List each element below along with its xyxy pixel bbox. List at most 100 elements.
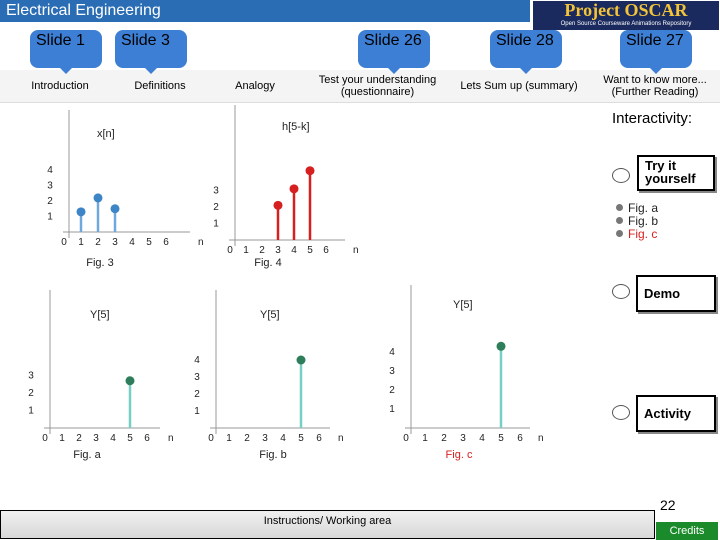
y-tick-label: 2 bbox=[213, 202, 219, 213]
y-tick-label: 4 bbox=[47, 165, 53, 176]
nav-link[interactable]: Analogy bbox=[235, 80, 275, 92]
stem-head bbox=[110, 204, 120, 214]
x-tick-label: 2 bbox=[95, 237, 101, 248]
nav-link[interactable]: Lets Sum up (summary) bbox=[460, 80, 578, 92]
nav-link[interactable]: Want to know more... (Further Reading) bbox=[603, 74, 707, 98]
x-tick-label: 4 bbox=[280, 433, 286, 444]
x-tick-label: 5 bbox=[298, 433, 304, 444]
figure-option[interactable]: Fig. a bbox=[615, 201, 659, 215]
logo-subtitle: Open Source Courseware Animations Reposi… bbox=[560, 21, 692, 27]
y-tick-label: 4 bbox=[389, 347, 395, 358]
stem-head bbox=[125, 376, 135, 386]
x-axis-label: n bbox=[538, 433, 544, 444]
nav-bar bbox=[0, 70, 720, 103]
x-tick-label: 3 bbox=[262, 433, 268, 444]
try-button-circle[interactable] bbox=[612, 168, 630, 183]
x-tick-label: 3 bbox=[93, 433, 99, 444]
figure-option[interactable]: Fig. b bbox=[615, 214, 659, 228]
x-tick-label: 0 bbox=[61, 237, 67, 248]
y-tick-label: 3 bbox=[28, 371, 34, 382]
x-tick-label: 2 bbox=[76, 433, 82, 444]
header-title: Electrical Engineering bbox=[0, 0, 530, 22]
slide-link[interactable]: Slide 28 bbox=[490, 30, 562, 74]
instructions-area: Instructions/ Working area bbox=[0, 510, 655, 539]
y-tick-label: 2 bbox=[389, 385, 395, 396]
nav-link[interactable]: Introduction bbox=[31, 80, 89, 92]
x-tick-label: 3 bbox=[275, 245, 281, 256]
x-tick-label: 3 bbox=[112, 237, 118, 248]
caption: Fig. c bbox=[446, 449, 473, 461]
x-tick-label: 0 bbox=[208, 433, 214, 444]
y-tick-label: 3 bbox=[47, 181, 53, 192]
y-tick-label: 1 bbox=[28, 406, 34, 417]
stem-head bbox=[296, 355, 306, 365]
x-axis-label: n bbox=[198, 237, 204, 248]
caption: Fig. 3 bbox=[86, 257, 114, 269]
credits-button[interactable]: Credits bbox=[656, 522, 718, 540]
y-tick-label: 3 bbox=[389, 366, 395, 377]
slide-link[interactable]: Slide 26 bbox=[358, 30, 430, 74]
x-tick-label: 4 bbox=[110, 433, 116, 444]
caption: Fig. b bbox=[259, 449, 287, 461]
nav-link[interactable]: Test your understanding (questionnaire) bbox=[318, 74, 437, 98]
y-tick-label: 4 bbox=[194, 355, 200, 366]
x-tick-label: 5 bbox=[307, 245, 313, 256]
y-tick-label: 2 bbox=[194, 389, 200, 400]
y-label: h[5-k] bbox=[282, 121, 310, 133]
x-tick-label: 3 bbox=[460, 433, 466, 444]
y-tick-label: 3 bbox=[213, 186, 219, 197]
demo-button-circle[interactable] bbox=[612, 284, 630, 299]
y-tick-label: 1 bbox=[389, 404, 395, 415]
x-tick-label: 6 bbox=[144, 433, 150, 444]
logo: Project OSCAR Open Source Courseware Ani… bbox=[533, 1, 719, 30]
x-tick-label: 2 bbox=[259, 245, 265, 256]
instructions-text: Instructions/ Working area bbox=[263, 515, 392, 527]
x-tick-label: 4 bbox=[129, 237, 135, 248]
y-tick-label: 2 bbox=[47, 196, 53, 207]
x-axis-label: n bbox=[168, 433, 174, 444]
x-tick-label: 1 bbox=[78, 237, 84, 248]
figure-option[interactable]: Fig. c bbox=[615, 227, 658, 241]
y-label: Y[5] bbox=[90, 309, 110, 321]
y-tick-label: 3 bbox=[194, 372, 200, 383]
x-tick-label: 6 bbox=[163, 237, 169, 248]
y-tick-label: 1 bbox=[47, 212, 53, 223]
x-tick-label: 2 bbox=[441, 433, 447, 444]
x-tick-label: 0 bbox=[227, 245, 233, 256]
activity-button[interactable]: Activity bbox=[636, 395, 716, 432]
try-button[interactable]: Try it yourself bbox=[637, 155, 715, 191]
stem-head bbox=[289, 184, 299, 194]
y-label: Y[5] bbox=[260, 309, 280, 321]
x-tick-label: 1 bbox=[422, 433, 428, 444]
x-tick-label: 4 bbox=[291, 245, 297, 256]
x-tick-label: 5 bbox=[498, 433, 504, 444]
slide-link[interactable]: Slide 27 bbox=[620, 30, 692, 74]
stem-head bbox=[305, 166, 315, 176]
x-tick-label: 2 bbox=[244, 433, 250, 444]
x-axis-label: n bbox=[353, 245, 359, 256]
x-tick-label: 6 bbox=[323, 245, 329, 256]
x-tick-label: 1 bbox=[59, 433, 65, 444]
y-tick-label: 2 bbox=[28, 388, 34, 399]
x-tick-label: 5 bbox=[146, 237, 152, 248]
x-tick-label: 4 bbox=[479, 433, 485, 444]
x-tick-label: 6 bbox=[316, 433, 322, 444]
x-tick-label: 1 bbox=[226, 433, 232, 444]
stem-head bbox=[76, 207, 86, 217]
x-tick-label: 0 bbox=[42, 433, 48, 444]
stem-head bbox=[496, 341, 506, 351]
y-label: x[n] bbox=[97, 128, 115, 140]
page-number: 22 bbox=[660, 497, 676, 513]
activity-button-circle[interactable] bbox=[612, 405, 630, 420]
slide-link[interactable]: Slide 3 bbox=[115, 30, 187, 74]
slide-link[interactable]: Slide 1 bbox=[30, 30, 102, 74]
y-tick-label: 1 bbox=[213, 219, 219, 230]
demo-button[interactable]: Demo bbox=[636, 275, 716, 312]
y-label: Y[5] bbox=[453, 299, 473, 311]
nav-link[interactable]: Definitions bbox=[134, 80, 186, 92]
caption: Fig. 4 bbox=[254, 257, 282, 269]
x-tick-label: 1 bbox=[243, 245, 249, 256]
